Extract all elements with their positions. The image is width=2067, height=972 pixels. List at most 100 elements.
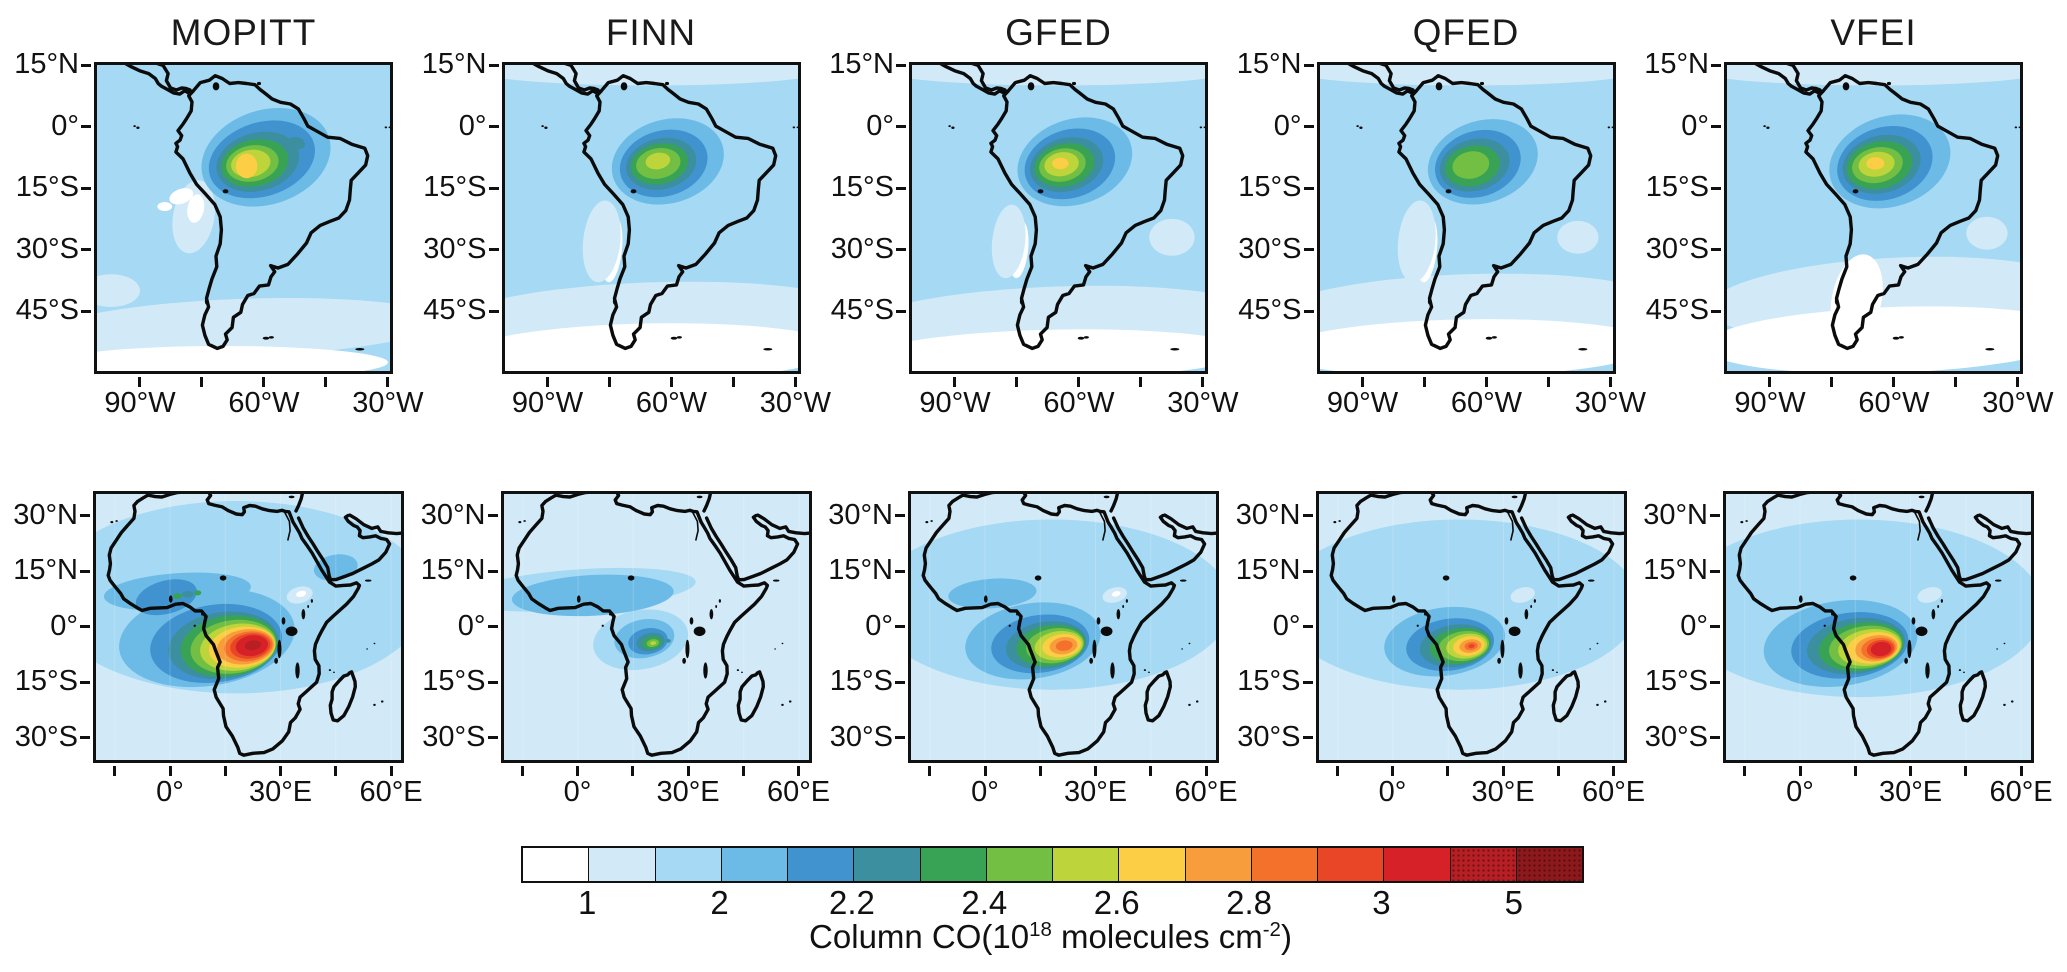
y-axis-tick-label: 15°N: [828, 554, 893, 587]
y-axis-tick-label: 15°S: [829, 665, 893, 698]
colorbar-tick-label: 2.8: [1226, 884, 1272, 921]
x-axis-tick-label: 60°E: [766, 776, 831, 808]
x-axis-tick: [1391, 766, 1395, 776]
x-axis-tick-label: 30°E: [656, 776, 720, 808]
coastline-path: [124, 65, 370, 351]
coastline-path: [921, 494, 1216, 757]
x-axis-tick-label: 0°: [971, 776, 999, 808]
y-axis-tick: [1302, 514, 1313, 518]
colorbar-tick-label: 2.6: [1093, 884, 1140, 921]
x-axis-tick: [520, 766, 524, 776]
x-axis-tick-label: 60°E: [1174, 776, 1238, 808]
y-axis-tick: [895, 569, 905, 573]
y-axis-tick-label: 15°S: [422, 665, 486, 698]
colorbar-tick-label: 3: [1372, 884, 1391, 921]
y-axis-tick-label: 30°S: [423, 232, 487, 265]
co-contours: [503, 567, 719, 671]
colorbar-segment: [986, 848, 1053, 881]
x-axis-tick: [279, 766, 283, 776]
x-axis-tick: [1484, 377, 1488, 387]
x-axis-tick-label: 60°E: [1989, 776, 2053, 808]
x-axis-tick-label: 60°E: [359, 776, 423, 808]
y-axis-tick: [1710, 625, 1720, 629]
y-axis-tick-label: 30°S: [15, 232, 79, 265]
x-axis-tick-label: 30°E: [1063, 776, 1128, 808]
x-axis-tick: [983, 766, 987, 776]
y-axis-tick: [1711, 309, 1721, 313]
x-axis-tick-label: 60°W: [228, 387, 300, 419]
y-axis-tick: [80, 569, 90, 573]
y-axis-tick-label: 15°S: [1645, 171, 1709, 204]
y-axis-tick-label: 30°N: [828, 498, 893, 531]
x-axis-tick: [953, 377, 957, 387]
y-axis-tick-label: 30°N: [420, 498, 486, 531]
y-axis-tick-label: 15°N: [1644, 48, 1709, 80]
x-axis-tick: [200, 377, 204, 387]
y-axis-tick-label: 0°: [1680, 609, 1708, 642]
x-axis-tick: [731, 377, 735, 387]
y-axis-tick-label: 0°: [1273, 109, 1302, 142]
y-axis-tick: [81, 186, 91, 190]
map-svg: [1318, 494, 1624, 760]
y-axis-tick-label: 30°N: [1643, 498, 1708, 531]
y-axis-tick: [81, 248, 91, 252]
y-axis-tick-label: 45°S: [1238, 294, 1302, 327]
co-contours: [912, 65, 1205, 371]
map-panel-vfei-africa: 0° 30°E 60°E 30°N 15°N 0° 15°S 30°S: [1643, 491, 2053, 808]
y-axis-tick-label: 15°N: [1235, 554, 1301, 587]
x-axis-tick-label: 60°W: [1858, 387, 1930, 419]
colorbar-segment: [721, 848, 788, 881]
x-axis-tick: [1335, 766, 1339, 776]
colorbar-segment: [788, 848, 855, 881]
colorbar-segment: [589, 848, 656, 881]
x-axis-tick: [223, 766, 227, 776]
y-axis-tick: [896, 186, 906, 190]
x-axis-tick: [669, 377, 673, 387]
x-axis-tick-label: 30°W: [1574, 387, 1647, 419]
y-axis-tick: [488, 248, 499, 252]
coastline-path: [532, 65, 777, 351]
y-axis-tick: [1302, 680, 1313, 684]
x-axis-tick: [1360, 377, 1364, 387]
y-axis-tick: [896, 309, 906, 313]
map-panel-qfed-africa: 0° 30°E 60°E 30°N 15°N 0° 15°S 30°S: [1236, 491, 1645, 808]
y-axis-tick: [1710, 569, 1720, 573]
y-axis-tick: [487, 680, 498, 684]
coastline-path: [514, 494, 809, 757]
y-axis-tick-label: 15°N: [1643, 554, 1708, 587]
colorbar-tick-label: 2.2: [829, 884, 875, 921]
y-axis-tick-label: 0°: [1272, 609, 1301, 642]
x-axis-tick: [1422, 377, 1426, 387]
co-contours: [97, 107, 390, 371]
x-axis-tick-label: 0°: [1786, 776, 1814, 808]
x-axis-tick: [1830, 377, 1834, 387]
x-axis-tick: [686, 766, 690, 776]
x-axis-tick-label: 30°W: [1982, 387, 2054, 419]
x-axis-tick: [1909, 766, 1913, 776]
x-axis-tick: [1149, 766, 1153, 776]
co-contours: [1727, 65, 2020, 371]
colorbar-segment: [1053, 848, 1120, 881]
x-axis-tick-label: 90°W: [1326, 387, 1399, 419]
x-axis-tick: [1094, 766, 1098, 776]
y-axis-tick: [487, 569, 498, 573]
x-axis-tick: [1139, 377, 1143, 387]
y-axis-tick: [487, 736, 498, 740]
x-axis-tick-label: 30°E: [1471, 776, 1535, 808]
x-axis-tick: [1608, 377, 1612, 387]
map-panel-vfei-south-america: VFEI 90°W 60°W 30°W 15°N 0° 15°S 30°S 45°S: [1644, 12, 2053, 419]
y-axis-tick: [80, 514, 90, 518]
coastline-path: [939, 65, 1185, 351]
y-axis-tick-label: 15°S: [14, 665, 78, 698]
x-axis-tick: [168, 766, 172, 776]
x-axis-tick: [631, 766, 635, 776]
y-axis-tick: [488, 63, 499, 67]
y-axis-tick-label: 0°: [457, 609, 486, 642]
y-axis-tick-label: 0°: [50, 609, 78, 642]
y-axis-tick-label: 30°S: [1644, 720, 1708, 753]
map-svg: [96, 494, 401, 760]
y-axis-tick: [1302, 736, 1313, 740]
x-axis-tick-label: 30°E: [1878, 776, 1943, 808]
x-axis-tick-label: 60°W: [1043, 387, 1115, 419]
x-axis-tick-label: 90°W: [104, 387, 176, 419]
